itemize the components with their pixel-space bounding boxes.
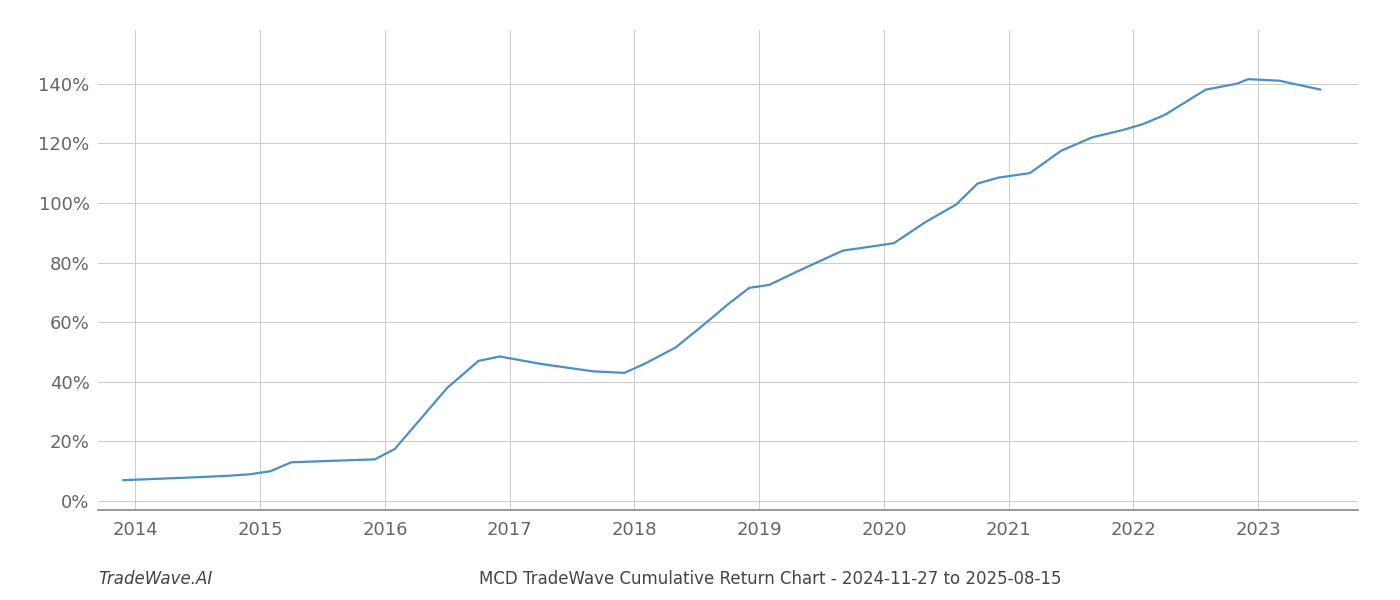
Text: MCD TradeWave Cumulative Return Chart - 2024-11-27 to 2025-08-15: MCD TradeWave Cumulative Return Chart - … [479,570,1061,588]
Text: TradeWave.AI: TradeWave.AI [98,570,213,588]
